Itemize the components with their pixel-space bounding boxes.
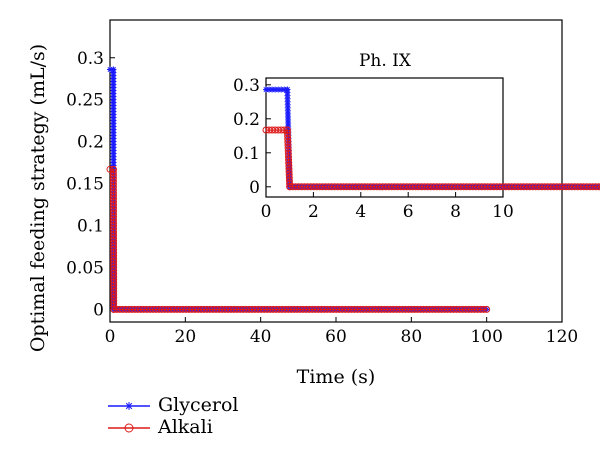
main-x-tick-label: 120 xyxy=(546,327,578,347)
main-y-tick-label: 0.25 xyxy=(66,91,104,111)
main-x-tick-label: 20 xyxy=(175,327,197,347)
inset-y-tick-label: 0.2 xyxy=(233,110,260,130)
inset-point-alkali xyxy=(595,183,600,191)
main-x-tick-label: 80 xyxy=(401,327,423,347)
legend-item-alkali: Alkali xyxy=(108,416,213,438)
inset-series-alkali-markers xyxy=(262,126,600,191)
legend-marker-glycerol xyxy=(125,402,133,410)
inset-point-alkali xyxy=(598,183,600,190)
inset-x-tick-label: 10 xyxy=(492,202,514,222)
legend-label-glycerol: Glycerol xyxy=(158,394,238,416)
inset-x-tick-label: 6 xyxy=(403,202,414,222)
main-y-tick-label: 0.05 xyxy=(66,258,104,278)
main-x-tick-label: 40 xyxy=(250,327,272,347)
inset-x-tick-label: 0 xyxy=(261,202,272,222)
main-y-tick-label: 0.15 xyxy=(66,175,104,195)
inset-series-alkali-line xyxy=(266,129,600,188)
main-x-tick-label: 0 xyxy=(105,327,116,347)
legend-item-glycerol: Glycerol xyxy=(108,394,238,416)
main-series-alkali-markers xyxy=(106,165,491,313)
inset-y-tick-label: 0.3 xyxy=(233,76,260,96)
main-y-tick-label: 0.3 xyxy=(77,49,104,69)
inset-plot: 0 2 4 6 8 10 0 0.1 0.2 0.3 xyxy=(233,76,600,222)
main-y-tick-label: 0.2 xyxy=(77,133,104,153)
main-point-alkali xyxy=(483,305,491,313)
legend-marker-alkali xyxy=(124,423,134,433)
inset-x-tick-label: 2 xyxy=(308,202,319,222)
inset-y-tick-label: 0.1 xyxy=(233,144,260,164)
main-x-tick-label: 60 xyxy=(325,327,347,347)
y-axis-label: Optimal feeding strategy (mL/s) xyxy=(27,44,49,352)
x-axis-label: Time (s) xyxy=(297,366,376,388)
inset-axes-box xyxy=(265,77,504,198)
main-y-tick-label: 0 xyxy=(93,300,104,320)
legend-label-alkali: Alkali xyxy=(157,416,213,438)
inset-title: Ph. IX xyxy=(359,51,412,71)
inset-x-tick-label: 4 xyxy=(355,202,366,222)
inset-x-tick-label: 8 xyxy=(450,202,461,222)
main-y-tick-label: 0.1 xyxy=(77,217,104,237)
main-point-alkali xyxy=(480,305,488,313)
main-x-tick-label: 100 xyxy=(470,327,502,347)
inset-y-tick-label: 0 xyxy=(249,178,260,198)
